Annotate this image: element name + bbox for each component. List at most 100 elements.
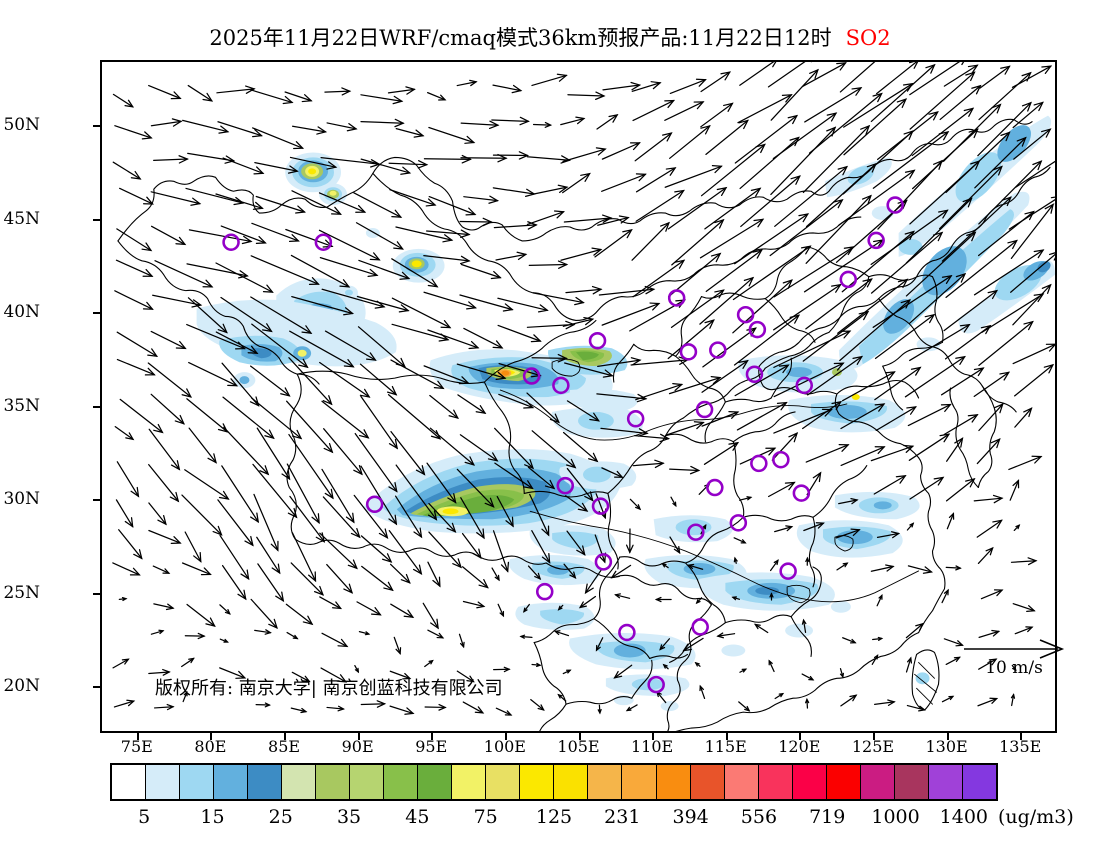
wind-vector-head <box>689 465 701 475</box>
wind-vector-shaft <box>250 255 320 285</box>
wind-vector-shaft <box>529 493 550 536</box>
wind-vector-head <box>398 304 410 313</box>
wind-vector-head <box>630 357 642 366</box>
wind-vector-shaft <box>387 393 441 440</box>
wind-vector-shaft <box>941 589 949 604</box>
wind-vector-shaft <box>119 187 154 205</box>
wind-vector-head <box>741 668 748 673</box>
wind-vector-head <box>308 571 317 583</box>
wind-vector-head <box>752 249 763 259</box>
wind-vector-head <box>452 558 463 569</box>
wind-vector-shaft <box>802 401 842 430</box>
wind-vector-shaft <box>614 594 631 599</box>
colorbar-cell <box>928 765 963 799</box>
wind-vector-shaft <box>560 117 585 126</box>
station-marker <box>691 618 709 636</box>
wind-vector-head <box>430 430 442 440</box>
wind-vector-shaft <box>774 166 848 227</box>
wind-vector-head <box>144 367 156 376</box>
wind-vector-head <box>1041 283 1052 294</box>
wind-vector-head <box>941 274 953 284</box>
wind-vector-shaft <box>148 529 181 544</box>
wind-vector-head <box>557 184 569 194</box>
wind-vector-shaft <box>185 187 244 204</box>
station-marker <box>588 331 607 350</box>
lon-tick-label: 75E <box>120 737 153 756</box>
wind-vector-head <box>428 659 434 665</box>
wind-vector-shaft <box>112 562 141 576</box>
station-markers <box>222 196 904 694</box>
wind-vector-head <box>659 433 671 443</box>
wind-vector-head <box>673 545 681 555</box>
wind-vector-head <box>233 196 245 206</box>
wind-vector-head <box>313 585 325 596</box>
wind-vector-shaft <box>527 565 541 580</box>
wind-vector-head <box>465 207 477 216</box>
wind-vector-shaft <box>717 633 736 637</box>
wind-vector-shaft <box>321 288 385 308</box>
wind-vector-head <box>874 446 886 455</box>
wind-vector-head <box>487 452 499 462</box>
wind-vector-shaft <box>461 566 489 589</box>
wind-vector-shaft <box>429 394 459 419</box>
wind-vector-shaft <box>389 189 436 206</box>
wind-vector-shaft <box>699 685 706 700</box>
wind-vector-shaft <box>1010 253 1055 293</box>
wind-vector-head <box>171 118 183 127</box>
wind-vector-head <box>395 357 406 368</box>
lon-tick-mark <box>652 733 655 740</box>
lon-tick-mark <box>872 733 875 740</box>
wind-vector-shaft <box>289 156 337 168</box>
wind-vector-shaft <box>843 83 914 128</box>
wind-vector-shaft <box>703 442 739 465</box>
wind-vector-shaft <box>387 88 416 94</box>
wind-vector-shaft <box>738 701 750 712</box>
wind-vector-head <box>625 706 632 712</box>
wind-vector-head <box>461 154 472 164</box>
wind-vector-head <box>295 205 307 214</box>
wind-vector-head <box>175 236 187 246</box>
station-marker <box>591 497 610 515</box>
wind-vector-head <box>948 512 955 520</box>
lon-tick-mark <box>357 733 360 740</box>
wind-vector-shaft <box>361 565 394 591</box>
wind-vector-shaft <box>390 603 414 618</box>
wind-vector-shaft <box>318 229 380 261</box>
wind-vector-head <box>354 667 360 674</box>
wind-vector-shaft <box>909 476 944 500</box>
wind-vector-shaft <box>705 249 763 293</box>
wind-vector-shaft <box>359 363 397 396</box>
wind-vector-head <box>925 63 936 74</box>
wind-vector-head <box>580 172 591 182</box>
wind-vector-head <box>488 120 500 130</box>
wind-vector-shaft <box>773 284 842 331</box>
wind-vector-head <box>955 565 962 571</box>
wind-vector-head <box>918 705 927 712</box>
wind-vector-head <box>126 699 136 707</box>
wind-vector-head <box>217 423 229 433</box>
lon-tick-label: 105E <box>557 737 600 756</box>
station-marker <box>679 343 698 361</box>
wind-vector-head <box>1023 407 1033 418</box>
colorbar-cell <box>384 765 419 799</box>
wind-vector-head <box>183 690 188 697</box>
colorbar-tick-label: 556 <box>740 806 778 828</box>
wind-vector-head <box>339 279 351 288</box>
wind-vector-shaft <box>804 87 862 123</box>
wind-vector-head <box>237 589 247 601</box>
wind-vector-head <box>992 519 1003 529</box>
wind-vector-head <box>537 704 545 711</box>
wind-vector-shaft <box>526 156 571 161</box>
wind-vector-shaft <box>767 481 796 498</box>
wind-vector-shaft <box>112 93 134 108</box>
wind-scale-arrow-icon <box>964 639 1065 659</box>
wind-vector-shaft <box>1012 603 1035 612</box>
wind-vector-shaft <box>115 259 153 277</box>
wind-vector-shaft <box>152 565 170 574</box>
colorbar-cell <box>112 765 147 799</box>
wind-vector-shaft <box>491 567 500 581</box>
wind-vector-head <box>938 130 950 141</box>
wind-vector-shaft <box>908 433 950 461</box>
wind-vector-shaft <box>667 187 727 230</box>
wind-vector-shaft <box>494 462 534 490</box>
